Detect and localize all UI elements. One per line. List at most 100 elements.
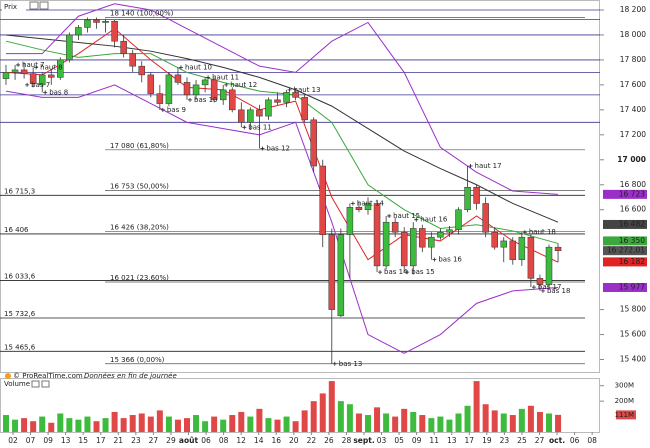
- fib-label: 16 753 (50,00%): [110, 183, 169, 191]
- annotation-label: bas 13: [339, 360, 363, 368]
- candle-body: [473, 186, 480, 204]
- annotation-marker: [16, 62, 21, 67]
- volume-bar: [383, 413, 390, 432]
- fib-label: 16 426 (38,20%): [110, 223, 169, 231]
- candle-body: [219, 89, 227, 101]
- x-tick-label: 09: [43, 436, 53, 445]
- volume-bar: [555, 414, 562, 432]
- volume-bar: [473, 381, 480, 432]
- volume-bar: [455, 413, 462, 432]
- indicator-line: [6, 3, 559, 195]
- candle-body: [382, 221, 390, 267]
- candle-body: [527, 236, 535, 279]
- candle-body: [419, 228, 426, 248]
- candle-body: [238, 109, 245, 123]
- x-tick-label: 15: [78, 436, 88, 445]
- volume-bar: [337, 401, 344, 432]
- price-badge: [603, 246, 647, 256]
- candle-body: [518, 236, 526, 260]
- annotation-label: bas 15: [411, 268, 435, 276]
- candle-body: [48, 74, 55, 78]
- candle-body: [364, 203, 372, 210]
- annotation-label: haut 8: [40, 63, 63, 71]
- icon[interactable]: [41, 380, 50, 388]
- volume-bar: [93, 421, 100, 432]
- volume-bar: [247, 416, 254, 432]
- candle-body: [138, 65, 145, 76]
- price-badge: [603, 236, 647, 246]
- candle-body: [57, 59, 64, 78]
- x-tick-label: 23: [131, 436, 141, 445]
- candle-body: [509, 240, 517, 260]
- footer-source: © ProRealTime.com: [13, 372, 83, 380]
- annotation-marker: [531, 285, 536, 290]
- x-tick-label: 26: [324, 436, 334, 445]
- annotation-marker: [188, 97, 192, 102]
- candle-body: [337, 234, 345, 317]
- icon[interactable]: [39, 1, 49, 10]
- candle-body: [292, 92, 299, 98]
- annotation-marker: [468, 164, 473, 169]
- candle-body: [437, 231, 444, 238]
- candle-body: [2, 72, 10, 79]
- panel-label: Prix: [4, 3, 17, 11]
- volume-bar: [527, 405, 534, 432]
- candle-body: [210, 79, 218, 101]
- annotation-label: haut 14: [357, 199, 385, 207]
- y-tick-label: 16 600: [620, 205, 646, 214]
- y-tick-label: 15 400: [620, 355, 646, 364]
- volume-bar: [21, 418, 28, 432]
- price-badge-label: 16 482: [619, 219, 645, 228]
- price-plot: [0, 3, 600, 365]
- icon[interactable]: [29, 1, 39, 10]
- candle-body: [428, 236, 435, 248]
- annotation-label: bas 11: [248, 123, 272, 131]
- volume-bar: [482, 404, 489, 432]
- price-badge-label: 15 977: [619, 282, 645, 291]
- volume-bar: [57, 413, 64, 432]
- volume-bar: [265, 418, 272, 432]
- fib-label: 18 140 (100,00%): [110, 9, 174, 17]
- logo: [5, 373, 11, 379]
- volume-bar: [229, 415, 236, 432]
- price-badge-label: 16 350: [619, 236, 645, 245]
- volume-bar: [428, 418, 435, 432]
- candle-body: [346, 206, 354, 235]
- x-tick-label: 05: [394, 436, 404, 445]
- annotation-marker: [34, 65, 39, 70]
- volume-bar: [283, 416, 290, 432]
- candle-body: [156, 93, 164, 104]
- candle-body: [256, 109, 263, 117]
- x-tick-label: 02: [8, 436, 18, 445]
- candle-body: [84, 19, 91, 28]
- volume-bar: [3, 415, 9, 432]
- volume-bar: [500, 413, 507, 432]
- level-label: 15 732,6: [4, 310, 36, 318]
- volume-bar: [491, 410, 498, 432]
- volume-bar: [319, 393, 326, 432]
- annotation-label: haut 12: [230, 81, 257, 89]
- x-tick-label: 17: [465, 436, 475, 445]
- price-badge: [603, 282, 647, 292]
- volume-bar: [12, 419, 19, 432]
- icon[interactable]: [31, 380, 40, 388]
- candle-body: [229, 89, 236, 111]
- volume-badge: [616, 410, 636, 420]
- price-badge-label: 16 272,01: [607, 246, 645, 255]
- annotation-label: haut 16: [420, 216, 448, 224]
- level-label: 16 406: [4, 226, 29, 234]
- volume-bar: [174, 419, 181, 432]
- volume-bar: [193, 415, 200, 432]
- annotation-marker: [206, 75, 211, 80]
- annotation-marker: [378, 270, 383, 275]
- price-badge: [603, 219, 647, 229]
- x-tick-label: 17: [96, 436, 106, 445]
- volume-bar: [410, 411, 417, 432]
- volume-bar: [355, 413, 362, 432]
- fib-label: 17 080 (61,80%): [110, 142, 169, 150]
- price-badge-label: 16 723: [619, 189, 645, 198]
- candle-body: [491, 231, 498, 248]
- level-label: 15 465,6: [4, 343, 36, 351]
- candle-body: [301, 97, 308, 121]
- price-badge-label: 16 182: [619, 257, 645, 266]
